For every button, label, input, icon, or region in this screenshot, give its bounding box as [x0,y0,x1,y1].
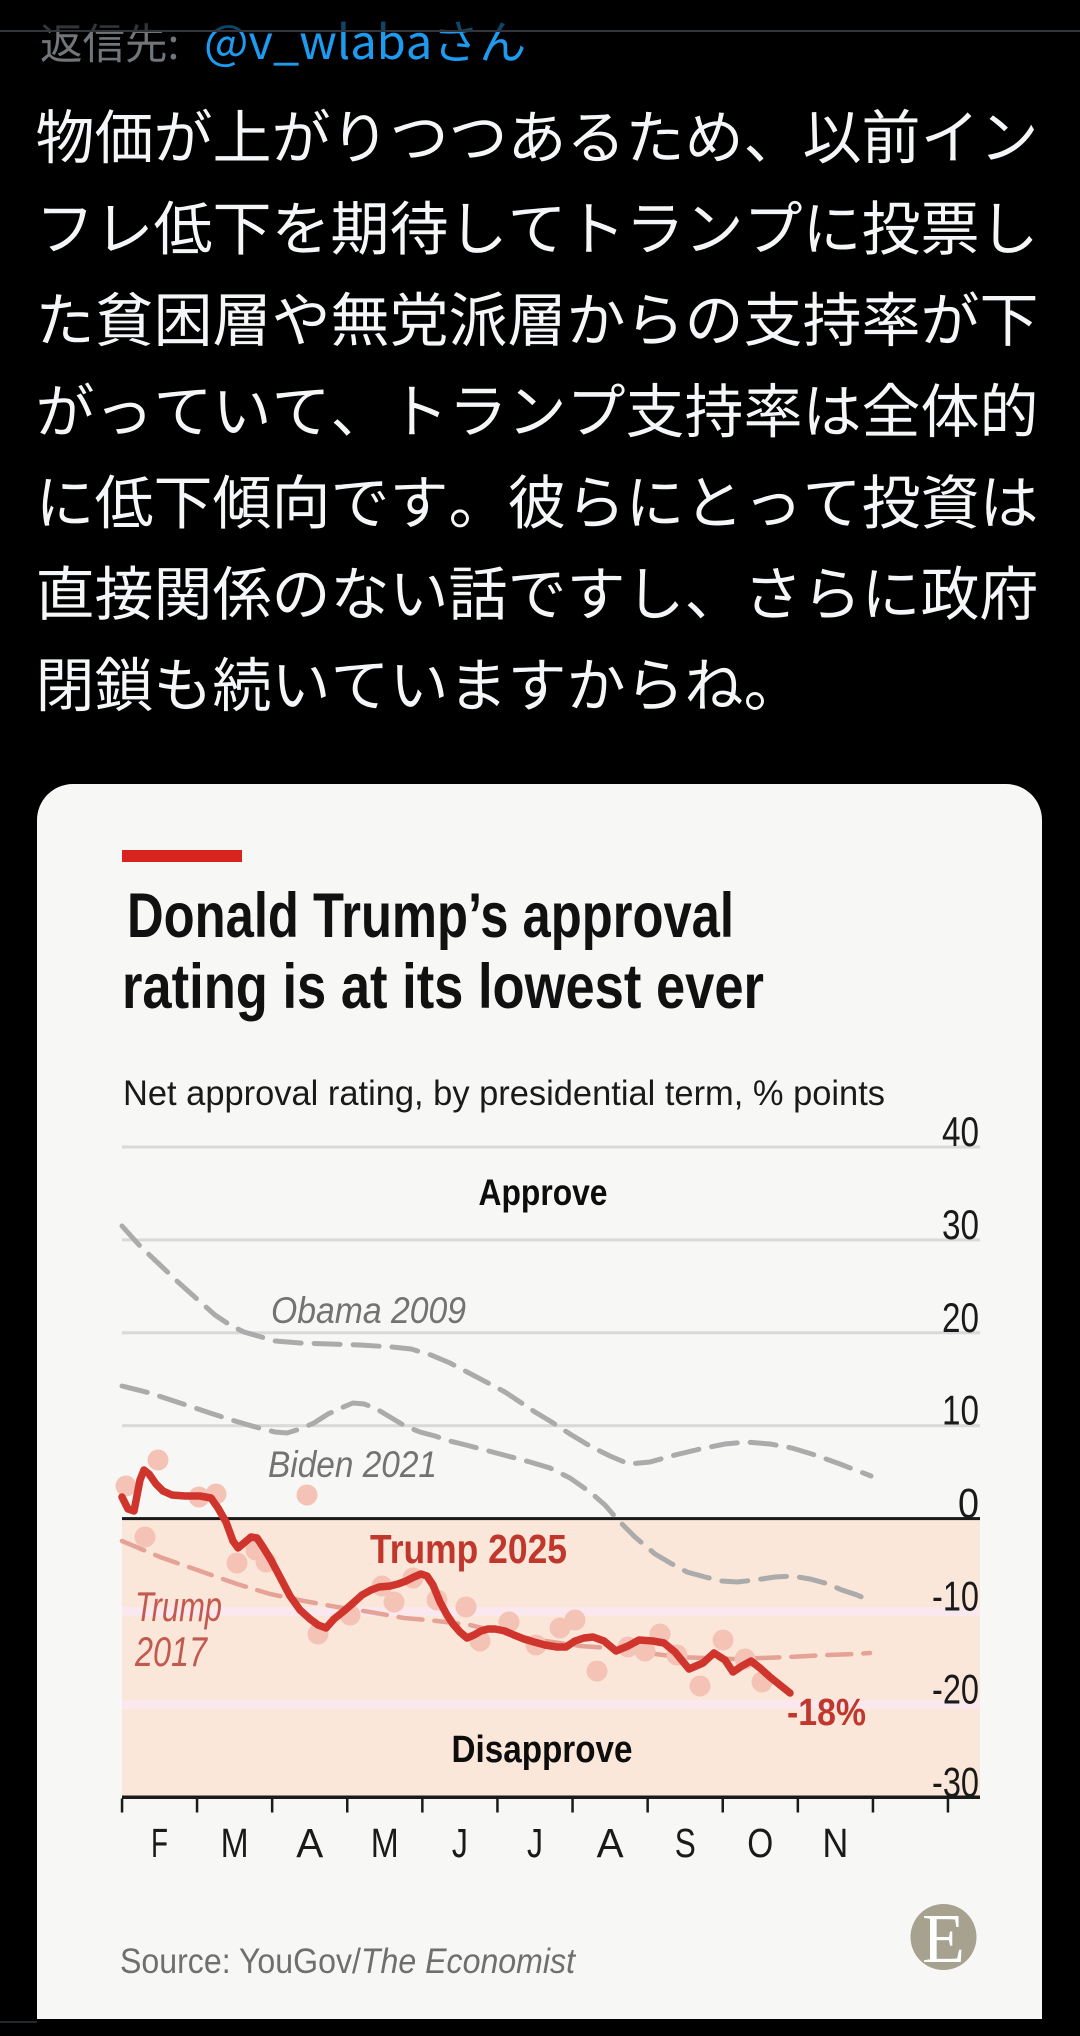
svg-text:Trump: Trump [135,1583,222,1630]
svg-text:E: E [922,1901,965,1978]
svg-text:Net approval rating, by presid: Net approval rating, by presidential ter… [123,1074,885,1113]
svg-text:0: 0 [958,1480,979,1527]
svg-text:2017: 2017 [134,1628,208,1675]
svg-text:rating is at its lowest ever: rating is at its lowest ever [122,952,764,1022]
svg-text:J: J [452,1820,468,1866]
svg-text:O: O [747,1820,773,1866]
svg-text:10: 10 [942,1387,979,1434]
svg-text:40: 40 [942,1108,979,1155]
svg-text:20: 20 [942,1294,979,1341]
svg-text:Trump 2025: Trump 2025 [370,1526,567,1572]
svg-text:Obama 2009: Obama 2009 [271,1290,466,1331]
svg-text:-18%: -18% [787,1692,866,1734]
svg-text:-20: -20 [932,1665,979,1712]
svg-text:Donald Trump’s approval: Donald Trump’s approval [127,881,734,951]
svg-text:Source: YouGov/The Economist: Source: YouGov/The Economist [120,1942,576,1981]
svg-text:M: M [371,1820,399,1866]
svg-text:N: N [822,1820,848,1866]
svg-text:A: A [597,1820,625,1866]
svg-text:-10: -10 [932,1573,979,1620]
svg-text:Biden 2021: Biden 2021 [268,1444,437,1485]
svg-text:S: S [675,1820,696,1866]
svg-text:A: A [296,1820,324,1866]
svg-text:Disapprove: Disapprove [452,1729,633,1771]
svg-text:F: F [151,1820,168,1866]
svg-text:J: J [527,1820,543,1866]
svg-text:M: M [221,1820,249,1866]
svg-text:Approve: Approve [479,1172,608,1213]
svg-text:30: 30 [942,1201,979,1248]
